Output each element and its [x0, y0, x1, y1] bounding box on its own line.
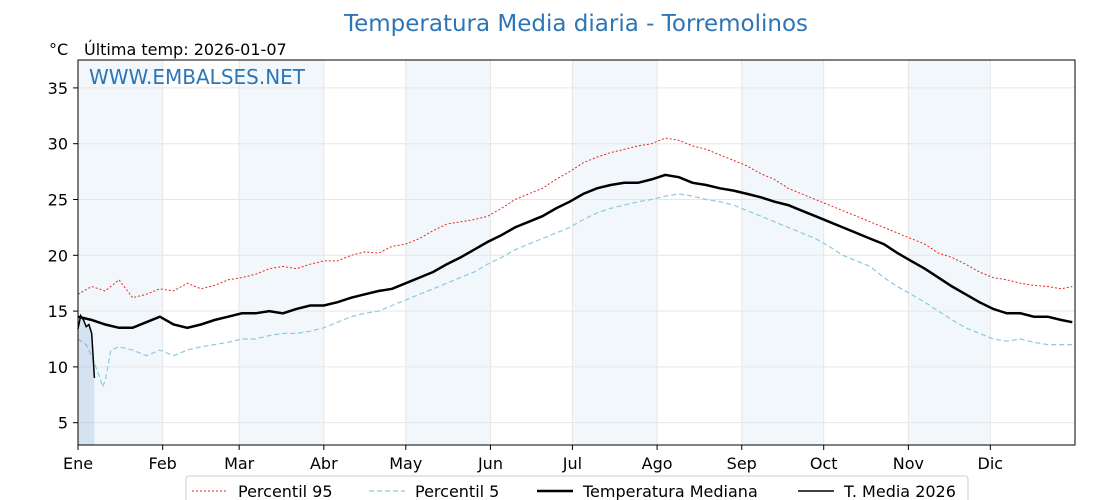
- y-tick-label: 25: [48, 190, 68, 209]
- legend-label-current: T. Media 2026: [843, 482, 956, 500]
- y-tick-label: 30: [48, 135, 68, 154]
- unit-label: °C: [49, 40, 68, 59]
- x-tick-label: Dic: [978, 454, 1004, 473]
- x-tick-label: Ene: [63, 454, 93, 473]
- month-bands: [78, 60, 991, 445]
- month-band: [908, 60, 991, 445]
- y-tick-label: 5: [58, 414, 68, 433]
- grid-lines: [77, 60, 1075, 445]
- y-tick-label: 10: [48, 358, 68, 377]
- series-layer: [77, 137, 1073, 445]
- legend-label-p95: Percentil 95: [238, 482, 333, 500]
- x-tick-label: Sep: [727, 454, 757, 473]
- series-line-p95: [77, 137, 1073, 299]
- legend: Percentil 95 Percentil 5 Temperatura Media…: [185, 475, 969, 500]
- series-line-current: [77, 313, 96, 379]
- month-band: [572, 60, 658, 445]
- y-tick-label: 20: [48, 246, 68, 265]
- legend-box: [185, 475, 969, 500]
- last-temp-label: Última temp: 2026-01-07: [84, 40, 287, 59]
- legend-label-median: Temperatura Mediana: [582, 482, 758, 500]
- current-year-fill: [78, 315, 95, 445]
- y-tick-label: 15: [48, 302, 68, 321]
- x-axis: Ene Feb Mar Abr May Jun Jul Ago Sep Oct Nov Dic: [63, 445, 1003, 473]
- x-tick-label: Ago: [642, 454, 673, 473]
- x-tick-label: May: [389, 454, 422, 473]
- y-axis: 5 10 15 20 25 30 35: [48, 79, 78, 433]
- month-band: [78, 60, 163, 445]
- x-tick-label: Jul: [562, 454, 582, 473]
- month-band: [405, 60, 491, 445]
- chart-title: Temperatura Media diaria - Torremolinos: [343, 11, 808, 37]
- x-tick-label: Oct: [810, 454, 838, 473]
- x-tick-label: Nov: [893, 454, 924, 473]
- x-tick-label: Abr: [310, 454, 338, 473]
- x-tick-label: Jun: [477, 454, 503, 473]
- legend-items: Percentil 95 Percentil 5 Temperatura Media…: [192, 482, 956, 500]
- x-tick-label: Feb: [149, 454, 177, 473]
- x-tick-label: Mar: [224, 454, 255, 473]
- watermark: WWW.EMBALSES.NET: [89, 65, 306, 89]
- month-band: [239, 60, 324, 445]
- y-tick-label: 35: [48, 79, 68, 98]
- series-line-p5: [77, 193, 1073, 389]
- month-band: [741, 60, 824, 445]
- plot-frame: [77, 59, 1076, 446]
- series-line-median: [77, 173, 1073, 330]
- legend-label-p5: Percentil 5: [415, 482, 499, 500]
